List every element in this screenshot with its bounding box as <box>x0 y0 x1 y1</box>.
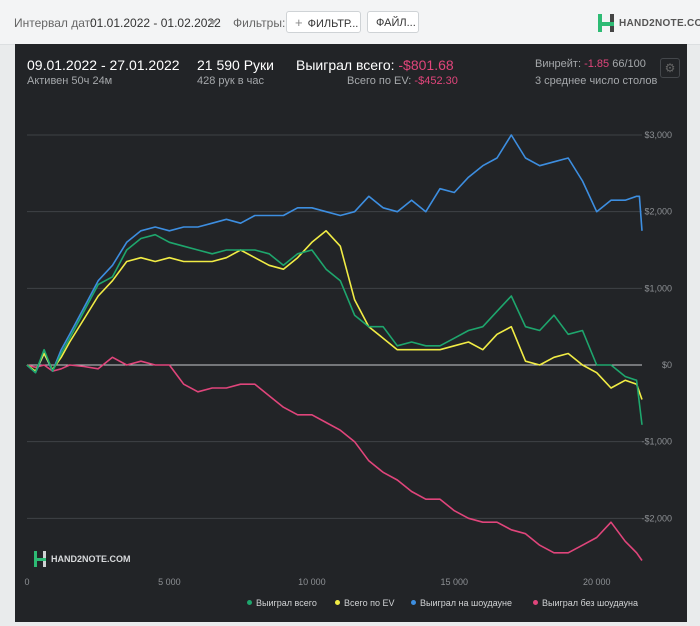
x-tick-label: 10 000 <box>298 577 326 587</box>
hands-count: 21 590 Руки <box>197 57 274 73</box>
legend-item-ev[interactable]: Всего по EV <box>335 598 394 608</box>
date-interval-select[interactable]: 01.01.2022 - 01.02.2022 <box>90 16 221 30</box>
line-chart: $3,000 $2,000 $1,000 $0 -$1,000 -$2,000 0 5 000… <box>24 130 672 587</box>
won-total-label: Выиграл всего: <box>296 57 395 73</box>
legend-marker <box>411 600 416 605</box>
hands-per-hour: 428 рук в час <box>197 75 265 87</box>
brand-logo: HAND2NOTE.COM <box>597 12 700 34</box>
legend-label: Выиграл всего <box>256 598 317 608</box>
series-line-1 <box>26 233 643 425</box>
chart-panel: 09.01.2022 - 27.01.2022 Активен 50ч 24м … <box>15 44 687 622</box>
legend-item-nonshowdown[interactable]: Выиграл без шоудауна <box>533 598 638 608</box>
files-button-label: ФАЙЛ... <box>376 17 416 29</box>
y-tick-label: -$1,000 <box>641 437 672 447</box>
filters-label: Фильтры: <box>233 16 286 30</box>
y-tick-label: $1,000 <box>644 283 672 293</box>
filters-button[interactable]: + ФИЛЬТР... <box>286 11 361 33</box>
ev-total-label: Всего по EV: <box>347 75 412 87</box>
logo-text: HAND2NOTE.COM <box>619 17 700 29</box>
watermark-text: HAND2NOTE.COM <box>51 554 131 564</box>
x-tick-label: 20 000 <box>583 577 611 587</box>
legend-marker <box>247 600 252 605</box>
gear-icon[interactable]: ⚙ <box>660 58 680 78</box>
vinrate-value: -1.85 <box>584 58 610 70</box>
legend-marker <box>533 600 538 605</box>
x-tick-label: 0 <box>24 577 29 587</box>
legend-item-showdown[interactable]: Выиграл на шоудауне <box>411 598 512 608</box>
ev-total: Всего по EV: -$452.30 <box>347 75 458 87</box>
chart-watermark: HAND2NOTE.COM <box>33 550 131 568</box>
series-line-4 <box>26 356 643 561</box>
hand2note-logo-icon <box>598 14 614 32</box>
date-range: 09.01.2022 - 27.01.2022 <box>27 57 180 73</box>
won-total: Выиграл всего: -$801.68 <box>296 57 454 73</box>
chevron-down-icon[interactable] <box>209 20 217 25</box>
toolbar: Интервал дат: 01.01.2022 - 01.02.2022 Фи… <box>0 0 700 45</box>
active-time: Активен 50ч 24м <box>27 75 113 87</box>
vinrate: Винрейт: -1.85 66/100 <box>535 58 646 70</box>
legend-marker <box>335 600 340 605</box>
x-tick-label: 15 000 <box>441 577 469 587</box>
average-tables: 3 среднее число столов <box>535 75 658 87</box>
legend-label: Выиграл без шоудауна <box>542 598 638 608</box>
ev-total-value: -$452.30 <box>414 75 458 87</box>
files-button[interactable]: ФАЙЛ... <box>367 11 419 33</box>
y-tick-label: $2,000 <box>644 207 672 217</box>
series-line-2 <box>26 230 643 400</box>
won-total-value: -$801.68 <box>398 57 454 73</box>
series-line-3 <box>26 134 643 374</box>
filters-button-label: ФИЛЬТР... <box>307 18 359 30</box>
y-tick-label: $0 <box>662 360 672 370</box>
legend-item-won[interactable]: Выиграл всего <box>247 598 317 608</box>
legend-label: Всего по EV <box>344 598 395 608</box>
vinrate-label: Винрейт: <box>535 58 582 70</box>
hand2note-logo-icon <box>34 551 46 567</box>
x-tick-label: 5 000 <box>158 577 181 587</box>
y-tick-label: -$2,000 <box>641 513 672 523</box>
interval-label: Интервал дат: <box>14 16 94 30</box>
y-tick-label: $3,000 <box>644 130 672 140</box>
legend-label: Выиграл на шоудауне <box>420 598 512 608</box>
vinrate-tail: 66/100 <box>612 58 646 70</box>
plus-icon: + <box>295 15 303 30</box>
